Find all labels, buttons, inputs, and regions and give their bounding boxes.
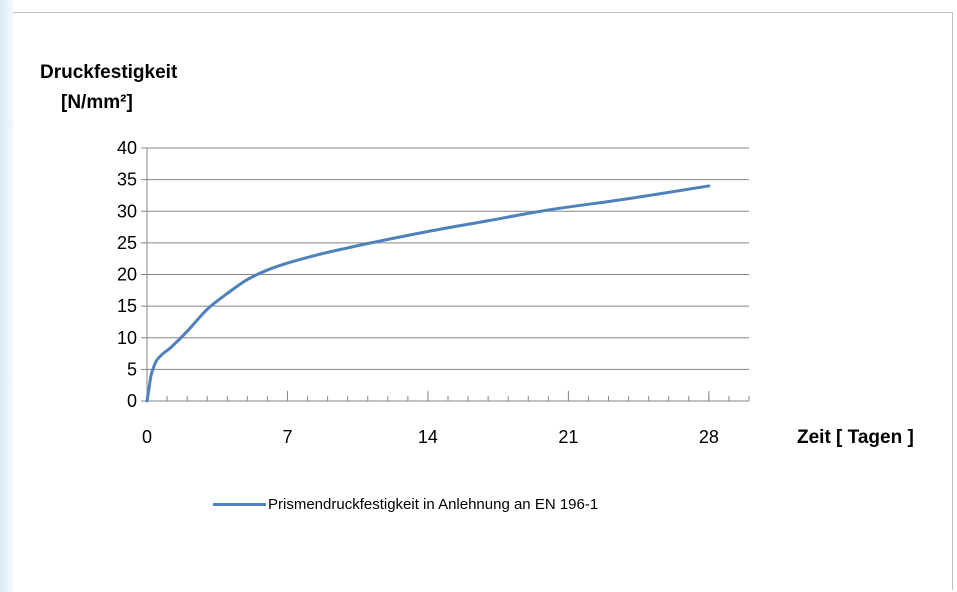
y-tick-label: 30 [117,201,137,221]
x-tick-label: 28 [699,427,719,447]
y-tick-label: 0 [127,391,137,411]
x-tick-label: 7 [282,427,292,447]
left-edge-strip [0,0,13,592]
y-tick-label: 40 [117,138,137,158]
chart-area-frame [13,12,953,590]
y-tick-label: 15 [117,296,137,316]
y-axis-label-line-1: Druckfestigkeit [40,62,178,83]
series-line [145,184,711,403]
x-tick-label: 14 [418,427,438,447]
x-tick-label: 21 [558,427,578,447]
y-tick-label: 20 [117,265,137,285]
legend-swatch [213,503,266,506]
legend-label: Prismendruckfestigkeit in Anlehnung an E… [268,496,599,513]
legend: Prismendruckfestigkeit in Anlehnung an E… [213,496,598,513]
y-tick-label: 5 [127,359,137,379]
x-axis-label: Zeit [ Tagen ] [797,427,914,448]
x-tick-label: 0 [142,427,152,447]
y-axis-label-line-2: [N/mm²] [61,92,133,113]
y-tick-label: 35 [117,170,137,190]
y-tick-label: 25 [117,233,137,253]
y-tick-label: 10 [117,328,137,348]
y-axis-label: Druckfestigkeit [N/mm²] [40,58,177,118]
